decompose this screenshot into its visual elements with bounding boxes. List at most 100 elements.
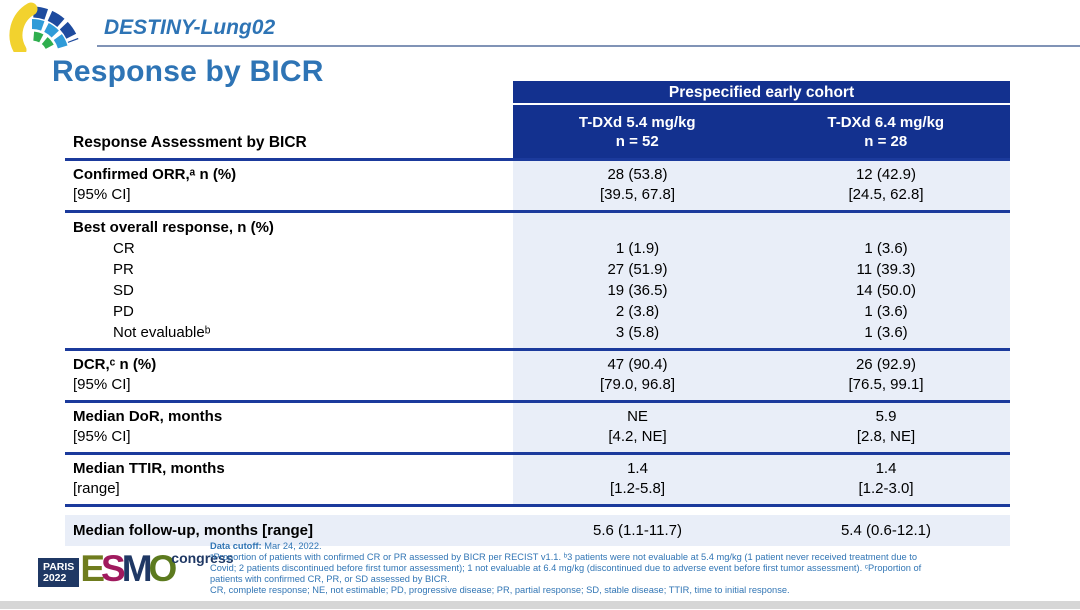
row-label: [range]	[65, 479, 513, 504]
summary-value: 5.4 (0.6-12.1)	[840, 522, 932, 539]
cell-value: 1 (3.6)	[762, 322, 1010, 348]
cell-value: NE	[513, 403, 762, 427]
table-body: Confirmed ORR,ᵃ n (%) 28 (53.8) 12 (42.9)[…	[65, 161, 1010, 507]
cell-value: 28 (53.8)	[513, 161, 762, 185]
page-title: Response by BICR	[52, 55, 324, 88]
cell-value: [2.8, NE]	[762, 427, 1010, 452]
cell-value: [39.5, 67.8]	[513, 185, 762, 210]
table-row: Best overall response, n (%)	[65, 213, 1010, 238]
table-row: Not evaluableᵇ 3 (5.8) 1 (3.6)	[65, 322, 1010, 348]
row-label: [95% CI]	[65, 375, 513, 400]
table-row: Confirmed ORR,ᵃ n (%) 28 (53.8) 12 (42.9)	[65, 161, 1010, 185]
footnote-line: patients with confirmed CR, PR, or SD as…	[210, 574, 450, 584]
dose-label: T-DXd 5.4 mg/kg	[578, 113, 696, 131]
row-label: DCR,ᶜ n (%)	[65, 351, 513, 375]
esmo-letter: E	[80, 548, 105, 589]
esmo-event-label: congress	[171, 550, 234, 566]
row-label: [95% CI]	[65, 185, 513, 210]
cell-value: 1.4	[513, 455, 762, 479]
cell-value: [4.2, NE]	[513, 427, 762, 452]
row-label: Best overall response, n (%)	[65, 213, 513, 238]
table-section: Best overall response, n (%) CR 1 (1.9) 1 (…	[65, 213, 1010, 351]
year: 2022	[43, 572, 67, 584]
row-label: Median DoR, months	[65, 403, 513, 427]
summary-value: 5.6 (1.1-11.7)	[593, 522, 682, 539]
data-cutoff-value: Mar 24, 2022.	[261, 541, 322, 551]
esmo-letter: S	[101, 548, 126, 589]
data-cutoff-line: Data cutoff: Mar 24, 2022.	[210, 541, 921, 552]
row-label: [95% CI]	[65, 427, 513, 452]
results-table: Response Assessment by BICR Prespecified…	[65, 81, 1010, 546]
row-label: Not evaluableᵇ	[65, 322, 513, 348]
esmo-letter: M	[121, 548, 153, 589]
footnote-line: Covid; 2 patients discontinued before fi…	[210, 563, 922, 573]
summary-row: Median follow-up, months [range] 5.6 (1.…	[65, 515, 1010, 546]
row-label: Median TTIR, months	[65, 455, 513, 479]
row-label: PD	[65, 301, 513, 322]
cell-value: [1.2-5.8]	[513, 479, 762, 504]
table-row: [range] [1.2-5.8] [1.2-3.0]	[65, 479, 1010, 504]
cell-value: 14 (50.0)	[762, 280, 1010, 301]
table-row: Median TTIR, months 1.4 1.4	[65, 455, 1010, 479]
cell-value: 1 (1.9)	[513, 238, 762, 259]
table-row: Median DoR, months NE 5.9	[65, 403, 1010, 427]
dose-n: n = 52	[615, 132, 659, 150]
table-header: Response Assessment by BICR Prespecified…	[65, 81, 1010, 161]
header-divider	[97, 45, 1080, 47]
table-section: Confirmed ORR,ᵃ n (%) 28 (53.8) 12 (42.9)[…	[65, 161, 1010, 213]
venue: PARIS	[43, 561, 75, 573]
cell-value: 26 (92.9)	[762, 351, 1010, 375]
dose-header-row: T-DXd 5.4 mg/kg n = 52 T-DXd 6.4 mg/kg n…	[513, 105, 1010, 158]
footnotes: Data cutoff: Mar 24, 2022. ᵃProportion o…	[210, 541, 921, 596]
cell-value: 12 (42.9)	[762, 161, 1010, 185]
row-label: PR	[65, 259, 513, 280]
table-row: [95% CI] [39.5, 67.8] [24.5, 62.8]	[65, 185, 1010, 210]
table-row: [95% CI] [4.2, NE] [2.8, NE]	[65, 427, 1010, 452]
cell-value: [24.5, 62.8]	[762, 185, 1010, 210]
cell-value	[513, 213, 762, 238]
cell-value	[762, 213, 1010, 238]
column-header-tdxd-54: T-DXd 5.4 mg/kg n = 52	[513, 105, 762, 158]
table-row: PD 2 (3.8) 1 (3.6)	[65, 301, 1010, 322]
footnote-line: ᵃProportion of patients with confirmed C…	[210, 552, 917, 562]
cell-value: 5.9	[762, 403, 1010, 427]
cell-value: 1 (3.6)	[762, 238, 1010, 259]
esmo-wordmark: ESMO	[80, 548, 178, 589]
esmo-venue-badge: PARIS 2022	[38, 558, 80, 587]
esmo-letter: O	[148, 548, 178, 589]
cell-value: [76.5, 99.1]	[762, 375, 1010, 400]
cell-value: 1.4	[762, 455, 1010, 479]
table-row: CR 1 (1.9) 1 (3.6)	[65, 238, 1010, 259]
cohort-header-block: Prespecified early cohort T-DXd 5.4 mg/k…	[513, 81, 1010, 158]
row-label: Confirmed ORR,ᵃ n (%)	[65, 161, 513, 185]
cell-value: 27 (51.9)	[513, 259, 762, 280]
column-header-tdxd-64: T-DXd 6.4 mg/kg n = 28	[762, 105, 1011, 158]
footnote-line: CR, complete response; NE, not estimable…	[210, 585, 790, 595]
bottom-gray-bar	[0, 601, 1080, 609]
dose-label: T-DXd 6.4 mg/kg	[827, 113, 945, 131]
cohort-header: Prespecified early cohort	[513, 81, 1010, 105]
row-header-label: Response Assessment by BICR	[73, 134, 307, 151]
cell-value: 19 (36.5)	[513, 280, 762, 301]
table-section: Median TTIR, months 1.4 1.4 [range] [1.2-5.8…	[65, 455, 1010, 507]
table-section: Median DoR, months NE 5.9 [95% CI] [4.2, NE]…	[65, 403, 1010, 455]
esmo-congress-logo: PARIS 2022 ESMO congress	[38, 549, 234, 589]
destiny-fan-logo-icon	[9, 2, 79, 52]
table-row: PR 27 (51.9) 11 (39.3)	[65, 259, 1010, 280]
table-section: DCR,ᶜ n (%) 47 (90.4) 26 (92.9) [95% CI] [79…	[65, 351, 1010, 403]
row-label: SD	[65, 280, 513, 301]
summary-label: Median follow-up, months [range]	[73, 522, 313, 539]
table-row: SD 19 (36.5) 14 (50.0)	[65, 280, 1010, 301]
cell-value: 2 (3.8)	[513, 301, 762, 322]
cell-value: [79.0, 96.8]	[513, 375, 762, 400]
trial-title: DESTINY-Lung02	[104, 16, 276, 39]
dose-n: n = 28	[864, 132, 908, 150]
row-label: CR	[65, 238, 513, 259]
cell-value: 3 (5.8)	[513, 322, 762, 348]
cell-value: 47 (90.4)	[513, 351, 762, 375]
cell-value: 11 (39.3)	[762, 259, 1010, 280]
table-row: DCR,ᶜ n (%) 47 (90.4) 26 (92.9)	[65, 351, 1010, 375]
cell-value: [1.2-3.0]	[762, 479, 1010, 504]
table-row: [95% CI] [79.0, 96.8] [76.5, 99.1]	[65, 375, 1010, 400]
